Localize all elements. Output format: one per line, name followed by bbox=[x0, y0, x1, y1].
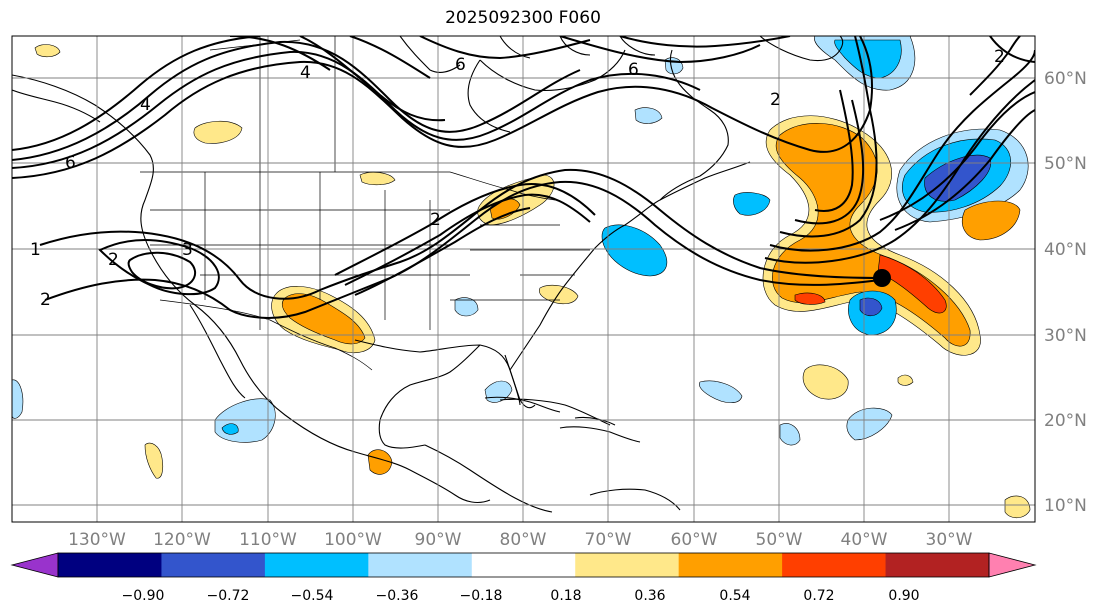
colorbar-tick-label: 0.36 bbox=[634, 588, 665, 604]
contour-label: 2 bbox=[770, 90, 781, 110]
map-title: 2025092300 F060 bbox=[445, 8, 601, 28]
lon-label: 120°W bbox=[153, 530, 211, 550]
anomaly-cold-west bbox=[12, 379, 24, 419]
lat-label: 20°N bbox=[1044, 411, 1087, 431]
contour-label: 6 bbox=[455, 55, 466, 75]
anomaly-cold-small-1 bbox=[779, 423, 801, 446]
colorbar-tick-label: −0.36 bbox=[376, 588, 419, 604]
anomaly-cold-labrador bbox=[634, 107, 663, 124]
colorbar bbox=[10, 552, 1037, 578]
longitude-labels: 130°W 120°W 110°W 100°W 90°W 80°W 70°W 6… bbox=[68, 530, 973, 550]
contour-labels: 1 2 2 3 2 6 6 4 6 2 4 2 bbox=[30, 47, 1005, 310]
lat-label: 60°N bbox=[1044, 69, 1087, 89]
lon-label: 40°W bbox=[841, 530, 888, 550]
lon-label: 70°W bbox=[585, 530, 632, 550]
contour-label: 6 bbox=[65, 153, 76, 173]
anomaly-red-small bbox=[794, 292, 826, 305]
contour-label: 3 bbox=[182, 240, 193, 260]
latitude-labels: 60°N 50°N 40°N 30°N 20°N 10°N bbox=[1044, 69, 1087, 516]
lat-label: 40°N bbox=[1044, 240, 1087, 260]
anomaly-cold-subtropic bbox=[846, 407, 893, 441]
lon-label: 60°W bbox=[671, 530, 718, 550]
colorbar-outline bbox=[57, 552, 990, 578]
anomaly-red-atlantic bbox=[877, 254, 947, 314]
contour-label: 2 bbox=[430, 210, 441, 230]
shaded-anomalies bbox=[12, 36, 1031, 519]
colorbar-tick-labels: −0.90 −0.72 −0.54 −0.36 −0.18 0.18 0.36 … bbox=[122, 588, 920, 604]
lon-label: 100°W bbox=[324, 530, 382, 550]
anomaly-cold-newfoundland bbox=[733, 192, 771, 216]
colorbar-segment bbox=[885, 553, 990, 577]
anomaly-warm-alaska bbox=[34, 44, 61, 58]
anomaly-cold-gulf bbox=[454, 297, 479, 317]
lon-label: 50°W bbox=[756, 530, 803, 550]
lon-label: 30°W bbox=[926, 530, 973, 550]
colorbar-segment bbox=[678, 553, 783, 577]
colorbar-tick-label: −0.18 bbox=[460, 588, 503, 604]
anomaly-warm-bc bbox=[193, 120, 243, 144]
contour-label: 2 bbox=[40, 290, 51, 310]
anomaly-warm-canada bbox=[359, 171, 396, 186]
contour-label: 6 bbox=[628, 60, 639, 80]
anomaly-yellow-midatlantic bbox=[802, 364, 849, 400]
colorbar-tick-label: 0.18 bbox=[550, 588, 581, 604]
colorbar-tick-label: −0.54 bbox=[291, 588, 334, 604]
anomaly-warm-pacific bbox=[144, 442, 164, 479]
lon-label: 80°W bbox=[500, 530, 547, 550]
contour-lines bbox=[12, 36, 1035, 319]
lat-label: 30°N bbox=[1044, 326, 1087, 346]
lat-label: 50°N bbox=[1044, 154, 1087, 174]
colorbar-extend-min bbox=[10, 552, 59, 578]
colorbar-tick-label: 0.90 bbox=[888, 588, 919, 604]
contour-label: 4 bbox=[140, 95, 151, 115]
colorbar-tick-label: 0.54 bbox=[719, 588, 750, 604]
anomaly-cold-atlantic-deep bbox=[924, 154, 992, 202]
anomaly-warm-small-2 bbox=[1004, 495, 1031, 519]
anomaly-warm-small-1 bbox=[897, 374, 914, 386]
colorbar-extend-max bbox=[988, 552, 1037, 578]
colorbar-tick-label: −0.72 bbox=[207, 588, 250, 604]
lon-label: 130°W bbox=[68, 530, 126, 550]
colorbar-segment bbox=[575, 553, 680, 577]
contour-label: 1 bbox=[30, 240, 41, 260]
colorbar-tick-label: −0.90 bbox=[122, 588, 165, 604]
political-borders bbox=[140, 36, 590, 371]
colorbar-segment bbox=[161, 553, 266, 577]
colorbar-segment bbox=[471, 553, 576, 577]
contour-label: 2 bbox=[994, 47, 1005, 67]
location-marker bbox=[873, 269, 891, 287]
contour-label: 4 bbox=[300, 63, 311, 83]
colorbar-segment bbox=[58, 553, 162, 577]
anomaly-cold-gulfstream bbox=[601, 224, 668, 277]
contour-label: 2 bbox=[108, 250, 119, 270]
colorbar-segment bbox=[368, 553, 473, 577]
anomaly-cold-mexico-mid bbox=[221, 423, 239, 435]
anomaly-orange-pacific bbox=[367, 449, 393, 475]
lat-lon-grid bbox=[12, 36, 1035, 522]
colorbar-segment bbox=[782, 553, 887, 577]
lat-label: 10°N bbox=[1044, 496, 1087, 516]
lon-label: 90°W bbox=[415, 530, 462, 550]
colorbar-tick-label: 0.72 bbox=[803, 588, 834, 604]
anomaly-cold-caribbean bbox=[699, 380, 743, 404]
colorbar-segment bbox=[264, 553, 369, 577]
anomaly-orange-east bbox=[961, 200, 1021, 241]
lon-label: 110°W bbox=[239, 530, 297, 550]
